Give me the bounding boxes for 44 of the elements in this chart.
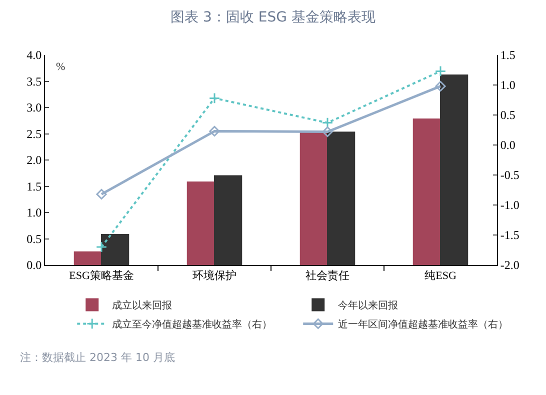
y-tick-label: 2.5: [26, 126, 42, 141]
point: [96, 241, 108, 253]
y-axis-title: %: [56, 61, 66, 73]
text: 注：数据截止 2023 年 10 月底: [20, 351, 175, 364]
point: [322, 117, 334, 128]
bar: [300, 130, 328, 265]
point: [209, 126, 220, 136]
y-tick-label: 3.0: [26, 100, 42, 115]
y-tick-label: 1.0: [26, 206, 42, 220]
point: [96, 188, 107, 200]
chart-title: 图表 3：固收 ESG 基金策略表现: [170, 10, 376, 26]
y2-tick-label: 1.5: [500, 48, 516, 62]
y2-tick-label: 0.5: [500, 108, 516, 122]
y2-tick-label: -1.5: [500, 228, 520, 242]
point: [434, 66, 446, 77]
bar: [74, 251, 102, 265]
point: [208, 92, 220, 104]
x-tick-label: 纯ESG: [424, 270, 456, 282]
point: [435, 80, 446, 92]
legend-label: 今年以来回报: [338, 300, 398, 312]
point: [322, 126, 333, 138]
x-tick-label: ESG策略基金: [69, 269, 134, 282]
y-tick-label: 3.5: [26, 74, 42, 88]
bar: [412, 118, 441, 265]
y-tick-label: 0.0: [26, 258, 42, 272]
y2-tick-label: 0.0: [500, 138, 516, 152]
y2-tick-label: -2.0: [500, 258, 520, 272]
legend-label: 近一年区间净值超越基准收益率（右）: [338, 318, 508, 331]
x-tick-label: 环境保护: [192, 269, 236, 282]
bar: [327, 132, 356, 265]
bar: [186, 182, 215, 265]
y-tick-label: 4.0: [26, 48, 42, 62]
bar: [101, 234, 130, 265]
legend-label: 成立以来回报: [112, 300, 172, 312]
y2-tick-label: 1.0: [500, 78, 516, 92]
y2-tick-label: -0.5: [500, 168, 520, 182]
y2-tick-label: -1.0: [500, 198, 520, 212]
legend-label: 成立至今净值超越基准收益率（右）: [112, 318, 272, 331]
bar: [440, 74, 468, 265]
bar: [214, 175, 242, 265]
y-tick-label: 2.0: [26, 153, 42, 168]
y-tick-label: 0.5: [26, 232, 42, 246]
y-tick-label: 1.5: [26, 179, 42, 194]
x-tick-label: 社会责任: [306, 269, 350, 282]
